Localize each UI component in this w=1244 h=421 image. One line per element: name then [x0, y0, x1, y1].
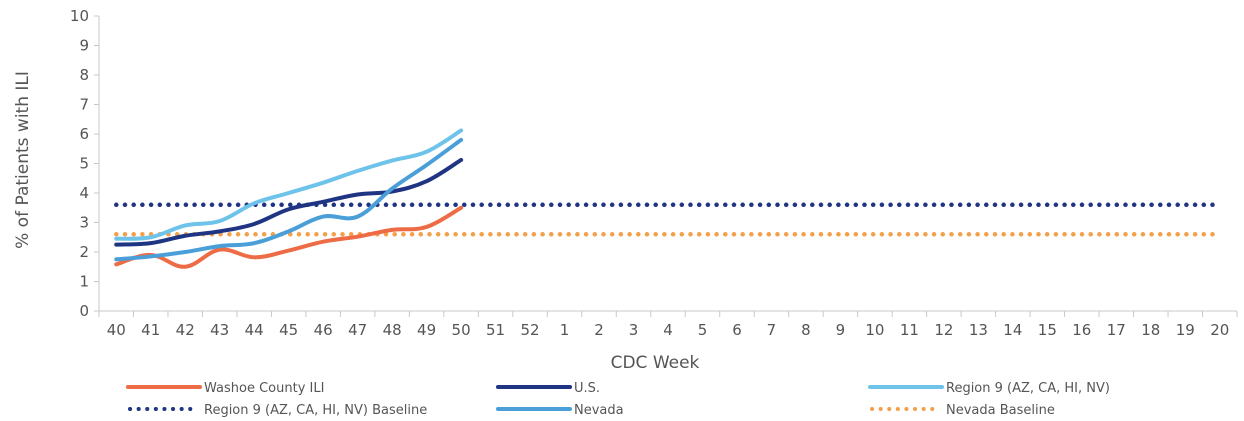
legend-item: Region 9 (AZ, CA, HI, NV) Baseline	[128, 403, 427, 418]
x-tick-label: 12	[934, 321, 953, 339]
x-tick-label: 8	[801, 321, 811, 339]
legend-item: Region 9 (AZ, CA, HI, NV)	[868, 381, 1110, 396]
legend-label: Washoe County ILI	[204, 381, 324, 396]
x-tick-label: 17	[1107, 321, 1126, 339]
x-tick-label: 15	[1038, 321, 1057, 339]
y-tick-label: 10	[70, 7, 89, 25]
x-tick-label: 42	[176, 321, 195, 339]
y-tick-label: 7	[79, 96, 89, 114]
y-tick-label: 6	[79, 125, 89, 143]
x-tick-label: 52	[521, 321, 540, 339]
y-tick-label: 2	[79, 243, 89, 261]
series-layer	[113, 128, 1223, 269]
x-tick-label: 20	[1210, 321, 1229, 339]
x-tick-label: 1	[560, 321, 570, 339]
x-tick-label: 9	[836, 321, 846, 339]
y-axis-title: % of Patients with ILI	[13, 71, 33, 249]
x-tick-label: 41	[141, 321, 160, 339]
y-tick-label: 3	[79, 214, 89, 232]
series-line-2	[114, 128, 464, 241]
y-tick-label: 0	[79, 302, 89, 320]
y-axis: 0 1 2 3 4 5 6 7 8 9 10	[70, 7, 100, 320]
x-tick-label: 19	[1176, 321, 1195, 339]
x-tick-label: 16	[1072, 321, 1091, 339]
x-tick-label: 49	[417, 321, 436, 339]
legend: Washoe County ILI U.S. Region 9 (AZ, CA, H…	[126, 381, 1110, 418]
y-tick-label: 1	[79, 273, 89, 291]
legend-label: Nevada	[574, 403, 624, 418]
legend-item: Washoe County ILI	[126, 381, 324, 396]
x-tick-label: 13	[969, 321, 988, 339]
x-tick-label: 48	[383, 321, 402, 339]
x-tick-label: 45	[279, 321, 298, 339]
y-tick-label: 5	[79, 155, 89, 173]
series-line-4	[114, 137, 464, 262]
legend-label: Nevada Baseline	[946, 403, 1055, 418]
x-tick-label: 5	[698, 321, 708, 339]
y-tick-label: 9	[79, 37, 89, 55]
legend-label: Region 9 (AZ, CA, HI, NV)	[946, 381, 1110, 396]
series-line-1	[114, 157, 464, 247]
x-tick-label: 50	[452, 321, 471, 339]
x-axis-title: CDC Week	[611, 353, 700, 373]
legend-item: Nevada	[496, 403, 624, 418]
x-tick-label: 43	[210, 321, 229, 339]
x-tick-label: 18	[1141, 321, 1160, 339]
legend-item: Nevada Baseline	[870, 403, 1055, 418]
x-tick-label: 7	[767, 321, 777, 339]
x-tick-label: 40	[107, 321, 126, 339]
x-tick-label: 4	[663, 321, 673, 339]
legend-item: U.S.	[496, 381, 600, 396]
x-tick-label: 44	[245, 321, 264, 339]
x-tick-label: 2	[594, 321, 604, 339]
x-tick-label: 6	[732, 321, 742, 339]
series-line-0	[114, 205, 464, 269]
x-tick-label: 47	[348, 321, 367, 339]
x-tick-label: 11	[900, 321, 919, 339]
legend-label: Region 9 (AZ, CA, HI, NV) Baseline	[204, 403, 427, 418]
legend-label: U.S.	[574, 381, 600, 396]
y-tick-label: 8	[79, 66, 89, 84]
x-tick-label: 51	[486, 321, 505, 339]
x-axis: 40 41 42 43 44 45 46 47 48 49 50 51 52 1 2 3 4 5 6 7 8 9 10 11 1…	[98, 310, 1238, 339]
x-tick-label: 46	[314, 321, 333, 339]
x-tick-label: 14	[1003, 321, 1022, 339]
x-tick-label: 10	[865, 321, 884, 339]
y-tick-label: 4	[79, 184, 89, 202]
x-tick-label: 3	[629, 321, 639, 339]
